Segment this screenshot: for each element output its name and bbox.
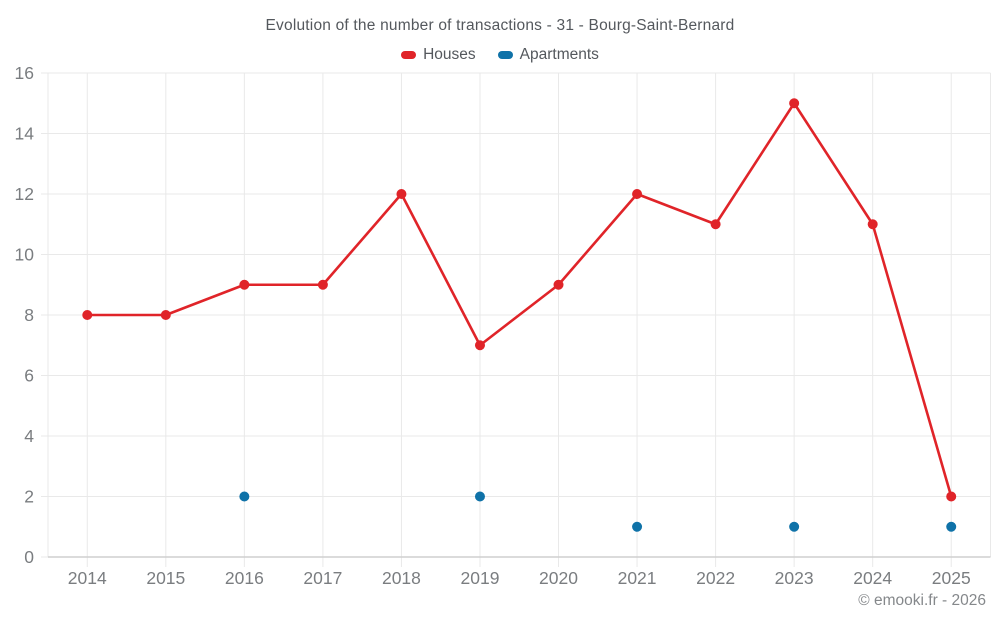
x-tick-label-2022: 2022	[696, 568, 735, 588]
y-tick-label-4: 4	[24, 426, 34, 446]
x-tick-label-2024: 2024	[853, 568, 892, 588]
y-tick-label-6: 6	[24, 366, 34, 386]
legend-item-houses[interactable]: Houses	[401, 46, 476, 64]
x-tick-label-2017: 2017	[303, 568, 342, 588]
y-tick-label-2: 2	[24, 487, 34, 507]
houses-point-2016[interactable]	[239, 279, 250, 290]
y-tick-label-12: 12	[15, 184, 34, 204]
houses-point-2015[interactable]	[160, 310, 171, 320]
chart-title: Evolution of the number of transactions …	[265, 17, 735, 34]
apartments-point-2023[interactable]	[789, 521, 800, 532]
legend-swatch-houses	[401, 51, 417, 59]
houses-series-line	[85, 101, 953, 498]
chart-legend: Houses Apartments	[0, 46, 1000, 64]
houses-point-2020[interactable]	[553, 279, 564, 290]
y-tick-label-10: 10	[15, 245, 35, 265]
apartments-point-2025[interactable]	[946, 521, 957, 532]
houses-point-2019[interactable]	[474, 340, 485, 351]
houses-point-2023[interactable]	[789, 98, 800, 109]
apartments-point-2019[interactable]	[474, 491, 485, 502]
x-tick-label-2015: 2015	[146, 568, 185, 588]
houses-point-2014[interactable]	[82, 310, 93, 320]
houses-point-2025[interactable]	[946, 491, 957, 502]
houses-point-2022[interactable]	[710, 219, 721, 230]
apartments-point-2021[interactable]	[632, 521, 643, 532]
x-tick-label-2018: 2018	[382, 568, 421, 588]
houses-point-2021[interactable]	[632, 189, 643, 199]
x-tick-label-2020: 2020	[539, 568, 578, 588]
legend-swatch-apartments	[497, 51, 513, 59]
legend-label-houses: Houses	[423, 46, 476, 63]
legend-label-apartments: Apartments	[519, 46, 599, 63]
x-tick-label-2019: 2019	[461, 568, 500, 588]
x-tick-label-2014: 2014	[68, 568, 107, 588]
houses-point-2017[interactable]	[317, 279, 328, 290]
copyright-note: © emooki.fr - 2026	[858, 592, 986, 609]
x-tick-label-2021: 2021	[618, 568, 657, 588]
y-tick-label-0: 0	[24, 547, 34, 567]
houses-point-2018[interactable]	[396, 189, 407, 199]
x-tick-label-2023: 2023	[775, 568, 814, 588]
x-tick-label-2025: 2025	[932, 568, 971, 588]
x-tick-label-2016: 2016	[225, 568, 264, 588]
houses-point-2024[interactable]	[867, 219, 878, 230]
legend-item-apartments[interactable]: Apartments	[497, 46, 599, 64]
y-tick-label-14: 14	[15, 124, 35, 144]
apartments-point-2016[interactable]	[239, 491, 250, 502]
y-tick-label-16: 16	[15, 63, 34, 83]
y-tick-label-8: 8	[24, 305, 34, 325]
